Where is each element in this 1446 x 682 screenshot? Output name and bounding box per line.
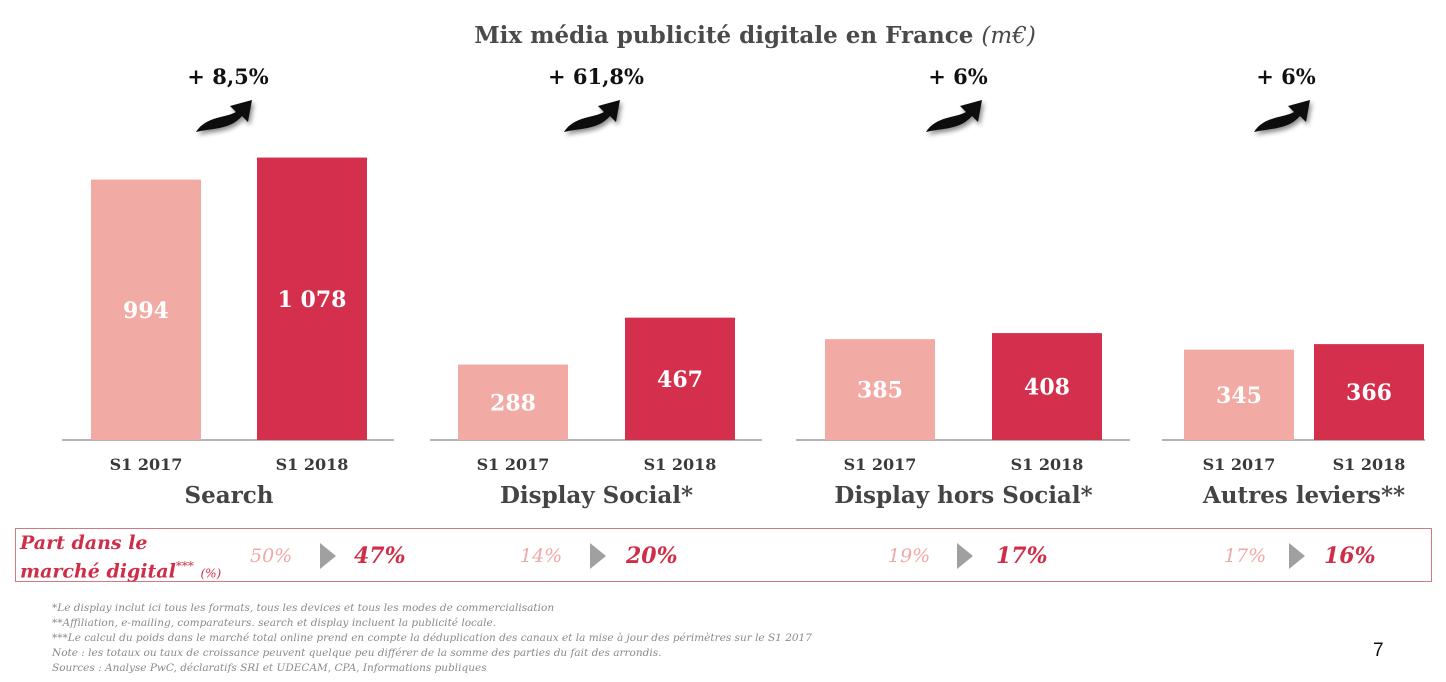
growth-label: + 61,8%: [548, 64, 644, 89]
market-share-label-line1: Part dans le: [20, 532, 148, 554]
data-label: 994: [123, 298, 169, 324]
bar-display-hors-social-s1-2018: [992, 333, 1102, 440]
footnotes: *Le display inclut ici tous les formats,…: [52, 601, 812, 676]
share-old-value: 50%: [250, 545, 293, 567]
footnote: Sources : Analyse PwC, déclaratifs SRI e…: [52, 662, 487, 674]
period-label: S1 2017: [110, 455, 183, 474]
data-label: 1 078: [278, 287, 347, 313]
share-new-value: 20%: [626, 543, 678, 569]
market-share-panel: Part dans le marché digital*** (%) 50% 4…: [15, 528, 1432, 582]
bar-search-s1-2018: [257, 157, 367, 440]
period-label: S1 2018: [644, 455, 717, 474]
period-label: S1 2018: [1011, 455, 1084, 474]
period-label: S1 2017: [1203, 455, 1276, 474]
bar-autres-leviers-s1-2018: [1314, 344, 1424, 440]
share-arrow-icon: [957, 543, 973, 569]
footnote: *Le display inclut ici tous les formats,…: [52, 602, 555, 614]
market-share-label-line2: marché digital: [20, 560, 176, 583]
period-label: S1 2017: [844, 455, 917, 474]
share-new-value: 17%: [996, 543, 1048, 569]
share-new-value: 16%: [1324, 543, 1376, 569]
data-label: 385: [857, 378, 903, 404]
bar-display-social-s1-2018: [625, 317, 735, 440]
market-share-label: Part dans le marché digital*** (%): [20, 532, 221, 585]
growth-label: + 6%: [928, 64, 988, 89]
data-label: 288: [490, 390, 536, 416]
chart-title-unit: (m€): [981, 23, 1036, 49]
period-label: S1 2018: [1333, 455, 1406, 474]
data-label: 408: [1024, 375, 1070, 401]
category-label: Search: [185, 482, 274, 509]
category-label: Display Social*: [500, 482, 693, 509]
chart-title-text: Mix média publicité digitale en France: [474, 22, 974, 49]
growth-arrow-icon: [926, 100, 982, 132]
growth-arrow-icon: [1254, 100, 1310, 132]
share-new-value: 47%: [354, 543, 406, 569]
category-label: Display hors Social*: [834, 482, 1092, 509]
period-label: S1 2017: [477, 455, 550, 474]
chart-title: Mix média publicité digitale en France (…: [0, 22, 1446, 49]
growth-arrow-icon: [196, 100, 252, 132]
data-label: 467: [657, 367, 703, 393]
market-share-label-sup: ***: [175, 559, 194, 573]
footnote: ***Le calcul du poids dans le marché tot…: [52, 632, 812, 644]
share-old-value: 14%: [520, 545, 563, 567]
share-old-value: 17%: [1224, 545, 1267, 567]
category-label: Autres leviers**: [1202, 482, 1405, 509]
footnote: **Affiliation, e-mailing, comparateurs. …: [52, 617, 497, 629]
period-label: S1 2018: [276, 455, 349, 474]
share-arrow-icon: [320, 543, 336, 569]
growth-label: + 8,5%: [187, 64, 268, 89]
data-label: 345: [1216, 383, 1262, 409]
bar-search-s1-2017: [91, 179, 201, 440]
bar-display-social-s1-2017: [458, 364, 568, 440]
growth-arrow-icon: [564, 100, 620, 132]
bar-autres-leviers-s1-2017: [1184, 349, 1294, 440]
share-old-value: 19%: [888, 545, 931, 567]
growth-label: + 6%: [1256, 64, 1316, 89]
data-label: 366: [1346, 380, 1392, 406]
market-share-label-unit: (%): [200, 566, 222, 581]
share-arrow-icon: [1289, 543, 1305, 569]
share-arrow-icon: [590, 543, 606, 569]
bar-display-hors-social-s1-2017: [825, 339, 935, 440]
page-number: 7: [1373, 640, 1384, 661]
footnote: Note : les totaux ou taux de croissance …: [52, 647, 662, 659]
